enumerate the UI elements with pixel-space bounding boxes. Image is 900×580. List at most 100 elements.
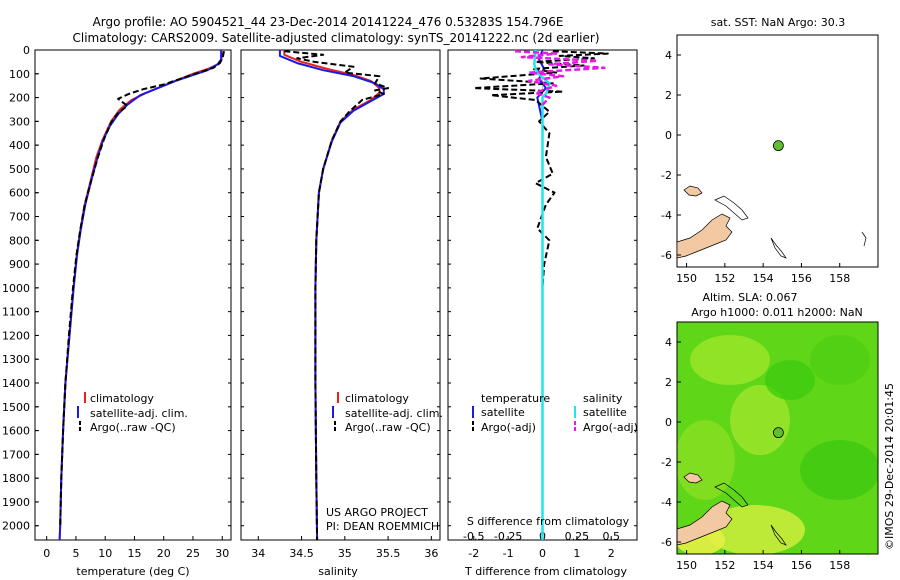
- series-argo-raw-qc-: [284, 50, 390, 540]
- depth-tick-label: 400: [9, 139, 30, 152]
- legend-t-satellite: satellite: [481, 406, 525, 419]
- map-x-tick-label: 152: [714, 559, 735, 572]
- map-y-tick-label: -4: [661, 496, 672, 509]
- sla-blob-3: [677, 420, 735, 500]
- map-x-tick-label: 156: [791, 272, 812, 285]
- x-tick-label: 1: [573, 547, 580, 560]
- s-tick-label: -0.25: [494, 530, 522, 543]
- legend-salinity-heading: salinity: [583, 392, 623, 405]
- sst-map-points: [772, 140, 784, 152]
- sla-blob-2: [730, 385, 790, 455]
- difference-panel: -2 -1 0 1 2-0.5 -0.25 0 0.25 0.5 S difference fr…: [447, 49, 638, 578]
- legend-s-climatology: climatology: [345, 392, 409, 405]
- depth-tick-label: 1800: [2, 472, 30, 485]
- series-s-satellite: [533, 50, 551, 540]
- salinity-series: [278, 50, 390, 540]
- x-tick-label: 34.5: [289, 547, 314, 560]
- temperature-panel: 0100200300400500600700800900100011001200…: [2, 44, 232, 578]
- x-tick-label: 2: [608, 547, 615, 560]
- sst-map-title: sat. SST: NaN Argo: 30.3: [711, 16, 845, 29]
- legend-s-argo: Argo(..raw -QC): [345, 421, 431, 434]
- series-climatology: [58, 50, 223, 540]
- sla-island-land: [683, 472, 703, 484]
- sla-blob-5: [800, 440, 878, 500]
- sla-blob-1: [690, 335, 770, 385]
- series-satellite-adj-clim-: [278, 50, 385, 540]
- sst-map-ticks: 150 152 154 156 158 4 2 0 -2 -4 -6: [661, 49, 850, 285]
- map-x-tick-label: 158: [829, 559, 850, 572]
- depth-tick-label: 1400: [2, 377, 30, 390]
- sst-map-land: [677, 185, 867, 259]
- x-tick-label: 30: [215, 547, 229, 560]
- new-britain-coast: [714, 195, 749, 221]
- depth-tick-label: 1200: [2, 329, 30, 342]
- map-y-tick-label: 4: [665, 336, 672, 349]
- temperature-x-axis: 0 5 10 15 20 25 30: [43, 536, 229, 560]
- depth-tick-label: 100: [9, 68, 30, 81]
- depth-tick-label: 2000: [2, 520, 30, 533]
- salinity-x-axis: 34 34.5 35 35.5 36: [251, 536, 438, 560]
- argo-float-location: [772, 427, 784, 439]
- header-line1: Argo profile: AO 5904521_44 23-Dec-2014 …: [93, 15, 564, 29]
- x-tick-label: 36: [424, 547, 438, 560]
- map-y-tick-label: -6: [661, 536, 672, 549]
- x-tick-label: 34: [251, 547, 265, 560]
- sla-blob-6: [810, 335, 870, 385]
- sla-map-points: [772, 427, 784, 439]
- depth-tick-label: 1700: [2, 448, 30, 461]
- series-t-argo-adj-: [472, 50, 609, 526]
- x-tick-label: -1: [503, 547, 514, 560]
- map-y-tick-label: -6: [661, 249, 672, 262]
- depth-tick-label: 1300: [2, 353, 30, 366]
- x-tick-label: 15: [127, 547, 141, 560]
- map-x-tick-label: 154: [753, 559, 774, 572]
- x-tick-label: -2: [468, 547, 479, 560]
- project-line1: US ARGO PROJECT: [326, 506, 428, 519]
- map-x-tick-label: 154: [753, 272, 774, 285]
- temperature-series: [58, 50, 225, 540]
- bougainville-coast: [770, 237, 787, 259]
- difference-legend: temperature salinity satellite satellite…: [472, 392, 638, 434]
- s-tick-label: 0.25: [565, 530, 590, 543]
- credit-text: ©IMOS 29-Dec-2014 20:01:45: [883, 383, 896, 550]
- sla-new-guinea-land: [677, 500, 733, 546]
- s-difference-label: S difference from climatology: [467, 515, 630, 528]
- header-line2: Climatology: CARS2009. Satellite-adjuste…: [72, 31, 599, 45]
- difference-series: [472, 50, 609, 540]
- salinity-panel: 34 34.5 35 35.5 36 salinity climatology sate…: [240, 49, 443, 578]
- series-climatology: [283, 50, 381, 540]
- salinity-axes: [240, 49, 441, 541]
- x-tick-label: 25: [186, 547, 200, 560]
- depth-axis: 0 100 200 300 400 500 600 700 800 900 1000 1100 1200…: [2, 44, 39, 533]
- depth-tick-label: 1500: [2, 401, 30, 414]
- temperature-xlabel: temperature (deg C): [76, 565, 189, 578]
- sla-map: Altim. SLA: 0.067 Argo h1000: 0.011 h200…: [661, 291, 879, 572]
- legend-s-satellite-diff: satellite: [583, 406, 627, 419]
- x-tick-label: 0: [43, 547, 50, 560]
- map-x-tick-label: 152: [714, 272, 735, 285]
- sla-map-ticks: 150 152 154 156 158 4 2 0 -2 -4 -6: [661, 336, 850, 572]
- temperature-legend: climatology satellite-adj. clim. Argo(..…: [77, 392, 188, 434]
- depth-tick-label: 1100: [2, 306, 30, 319]
- depth-tick-label: 700: [9, 211, 30, 224]
- sst-map: sat. SST: NaN Argo: 30.3 150 152 154 156 158…: [661, 16, 879, 285]
- depth-tick-label: 800: [9, 234, 30, 247]
- legend-satellite: satellite-adj. clim.: [90, 407, 188, 420]
- salinity-xlabel: salinity: [318, 565, 358, 578]
- sla-map-title: Altim. SLA: 0.067: [702, 291, 797, 304]
- x-tick-label: 35: [338, 547, 352, 560]
- map-y-tick-label: -2: [661, 169, 672, 182]
- s-tick-label: -0.5: [463, 530, 484, 543]
- islets-coast: [861, 231, 867, 247]
- map-y-tick-label: -4: [661, 209, 672, 222]
- island-land: [683, 185, 703, 197]
- map-y-tick-label: 0: [665, 129, 672, 142]
- argo-float-location: [772, 140, 784, 152]
- map-x-tick-label: 150: [676, 559, 697, 572]
- x-tick-label: 0: [539, 547, 546, 560]
- sla-heatmap: [677, 322, 878, 554]
- legend-t-argo: Argo(-adj): [481, 421, 536, 434]
- depth-tick-label: 0: [23, 44, 30, 57]
- depth-tick-label: 1600: [2, 425, 30, 438]
